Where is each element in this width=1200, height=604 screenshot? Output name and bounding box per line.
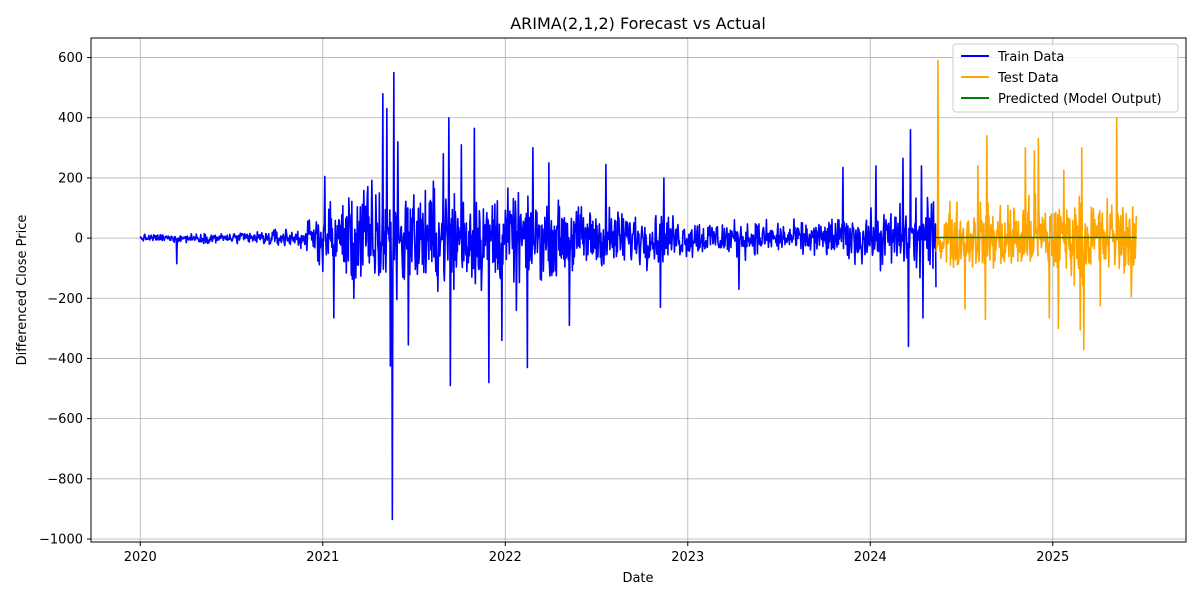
x-tick-label: 2025: [1036, 550, 1069, 565]
x-tick-label: 2023: [671, 550, 704, 565]
x-tick-label: 2020: [124, 550, 157, 565]
y-axis-ticks: 600 400 200 0 −200 −400 −600 −800 −1000: [39, 51, 91, 547]
y-tick-label: −200: [47, 292, 83, 307]
legend-label-train: Train Data: [997, 50, 1064, 65]
y-tick-label: −600: [47, 412, 83, 427]
y-tick-label: 600: [58, 51, 83, 66]
test-data-line: [935, 59, 1138, 351]
x-tick-label: 2022: [489, 550, 522, 565]
legend: Train Data Test Data Predicted (Model Ou…: [952, 43, 1179, 113]
plot-frame: [90, 37, 1187, 543]
y-tick-label: 0: [75, 232, 83, 247]
grid-lines: [91, 38, 1186, 542]
legend-box: [952, 43, 1179, 113]
x-axis-ticks: 2020 2021 2022 2023 2024 2025: [124, 542, 1069, 565]
train-data-line: [139, 71, 937, 521]
y-axis-label: Differenced Close Price: [15, 215, 30, 366]
y-tick-label: 400: [58, 111, 83, 126]
y-tick-label: 200: [58, 171, 83, 186]
y-tick-label: −400: [47, 352, 83, 367]
x-axis-label: Date: [622, 571, 653, 586]
legend-label-test: Test Data: [997, 71, 1059, 86]
y-tick-label: −800: [47, 472, 83, 487]
series-layer: [139, 59, 1138, 521]
y-tick-label: −1000: [39, 532, 83, 547]
x-tick-label: 2021: [306, 550, 339, 565]
legend-label-predicted: Predicted (Model Output): [998, 92, 1162, 107]
chart-title: ARIMA(2,1,2) Forecast vs Actual: [510, 14, 766, 33]
x-tick-label: 2024: [854, 550, 887, 565]
